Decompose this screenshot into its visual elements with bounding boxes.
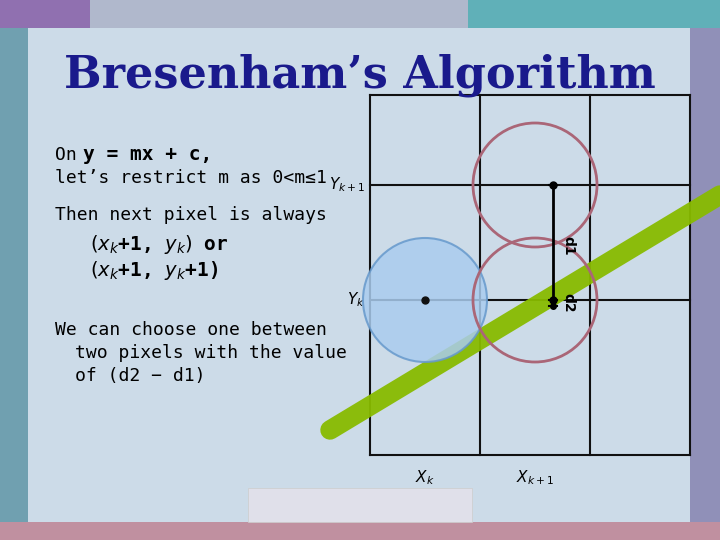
Text: Then next pixel is always: Then next pixel is always xyxy=(55,206,327,224)
Bar xyxy=(0,522,720,540)
Bar xyxy=(0,28,28,522)
Bar xyxy=(468,0,720,28)
Text: We can choose one between: We can choose one between xyxy=(55,321,327,339)
Text: $(x_k$+1, $y_k$+1): $(x_k$+1, $y_k$+1) xyxy=(90,259,218,281)
Text: On: On xyxy=(55,146,88,164)
Text: $(x_k$+1, $y_k)$ or: $(x_k$+1, $y_k)$ or xyxy=(90,233,228,256)
Text: d2: d2 xyxy=(561,293,575,313)
Text: y = mx + c,: y = mx + c, xyxy=(83,145,212,165)
Text: Bresenham’s Algorithm: Bresenham’s Algorithm xyxy=(64,53,656,97)
Text: $Y_{k+1}$: $Y_{k+1}$ xyxy=(329,176,365,194)
Text: $X_k$: $X_k$ xyxy=(415,468,435,487)
Bar xyxy=(690,28,720,522)
Circle shape xyxy=(363,238,487,362)
Text: two pixels with the value: two pixels with the value xyxy=(75,344,347,362)
Text: $X_{k+1}$: $X_{k+1}$ xyxy=(516,468,554,487)
Text: $Y_k$: $Y_k$ xyxy=(347,291,365,309)
Text: d1: d1 xyxy=(561,236,575,255)
Bar xyxy=(248,488,472,522)
Bar xyxy=(0,0,90,28)
Text: let’s restrict m as 0<m≤1: let’s restrict m as 0<m≤1 xyxy=(55,169,327,187)
Text: of (d2 − d1): of (d2 − d1) xyxy=(75,367,205,385)
